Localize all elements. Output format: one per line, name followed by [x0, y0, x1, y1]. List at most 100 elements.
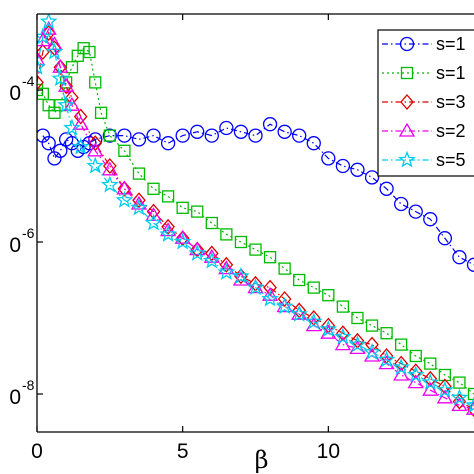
data-point	[203, 248, 220, 263]
data-point	[306, 136, 321, 151]
data-point	[394, 196, 409, 212]
data-point	[147, 182, 160, 195]
data-point	[248, 128, 263, 143]
data-point	[423, 212, 438, 227]
axes-frame	[36, 13, 474, 433]
data-point	[321, 151, 336, 166]
legend-marker	[400, 94, 414, 110]
y-tick-label: 0	[9, 234, 21, 257]
data-point	[145, 207, 162, 222]
series-4	[37, 14, 474, 413]
data-point	[307, 281, 320, 294]
legend-entry: s=2	[436, 121, 466, 141]
data-point	[246, 278, 265, 296]
data-point	[263, 251, 277, 264]
data-point	[424, 357, 437, 370]
data-point	[173, 232, 192, 250]
data-point	[380, 327, 393, 340]
data-point	[132, 167, 146, 180]
data-point	[57, 95, 75, 113]
data-point	[189, 241, 206, 256]
data-point	[117, 180, 132, 197]
data-point	[130, 198, 148, 216]
y-tick-exponent: -8	[22, 377, 35, 393]
data-point	[100, 175, 119, 193]
data-point	[146, 203, 161, 220]
data-point	[436, 389, 453, 404]
data-point	[41, 136, 56, 151]
data-point	[395, 338, 408, 351]
series-3	[37, 20, 474, 415]
legend-marker	[400, 66, 414, 80]
legend-marker	[399, 36, 415, 52]
data-point	[53, 143, 68, 158]
data-point	[103, 129, 116, 142]
data-point	[159, 225, 177, 242]
data-point	[102, 128, 117, 143]
series-1	[37, 42, 474, 401]
data-point	[218, 260, 235, 275]
data-point	[450, 388, 469, 406]
data-point	[451, 397, 468, 412]
data-point	[144, 213, 163, 231]
data-point	[277, 291, 292, 307]
data-point	[234, 235, 248, 249]
data-point	[233, 124, 249, 139]
data-point	[83, 45, 96, 59]
data-point	[53, 59, 68, 76]
data-point	[261, 286, 279, 301]
data-point	[334, 327, 352, 345]
data-point	[247, 279, 264, 294]
series-line-3	[37, 27, 474, 410]
data-point	[261, 289, 279, 307]
data-point	[365, 336, 379, 353]
axis-ticks: 0 5 100-40-60-8	[9, 14, 340, 463]
data-point	[319, 320, 338, 337]
legend-entry: s=1	[436, 63, 466, 83]
data-point	[190, 124, 205, 139]
data-point	[467, 387, 474, 401]
data-point	[406, 365, 425, 383]
data-point	[202, 251, 221, 269]
x-axis-label: β	[255, 446, 269, 474]
legend-box	[377, 29, 474, 177]
data-point	[422, 381, 439, 396]
data-point	[59, 78, 73, 95]
data-point	[290, 304, 309, 322]
data-point	[363, 342, 381, 360]
data-point	[365, 319, 379, 332]
data-point	[87, 142, 104, 157]
data-point	[408, 204, 423, 219]
data-point	[146, 128, 161, 143]
plot-series	[37, 14, 474, 418]
data-point	[421, 373, 440, 391]
data-point	[174, 229, 191, 244]
data-point	[72, 115, 89, 130]
data-point	[348, 335, 367, 353]
data-point	[176, 201, 189, 214]
data-point	[336, 300, 350, 313]
data-point	[322, 289, 335, 302]
data-point	[262, 117, 278, 132]
data-point	[130, 195, 148, 210]
data-point	[37, 74, 44, 91]
legend-entry: s=3	[436, 92, 466, 112]
data-point	[293, 273, 306, 287]
data-point	[46, 36, 63, 51]
data-point	[392, 358, 411, 375]
y-tick-label: 0	[9, 386, 21, 409]
y-tick-exponent: -6	[22, 225, 35, 241]
data-point	[275, 297, 294, 315]
data-point	[232, 266, 250, 284]
data-point	[45, 42, 64, 60]
legend-marker	[398, 150, 416, 168]
data-point	[89, 76, 102, 89]
data-point	[379, 181, 394, 196]
data-point	[115, 190, 134, 208]
axis-labels: β	[255, 446, 269, 474]
y-tick-exponent: -4	[22, 73, 35, 89]
data-point	[335, 158, 351, 174]
data-point	[118, 144, 131, 157]
data-point	[292, 128, 307, 143]
